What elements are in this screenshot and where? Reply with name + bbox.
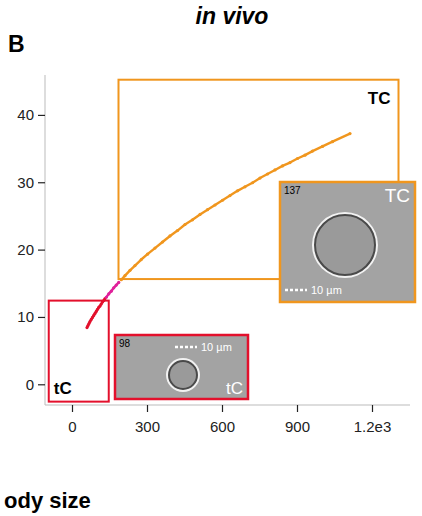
point: [228, 194, 231, 197]
point: [198, 213, 201, 216]
inset-frame: [115, 335, 248, 399]
x-tick-label: 600: [210, 418, 235, 435]
x-tick: [147, 405, 148, 412]
inset: 98 tC 10 µm: [115, 335, 248, 399]
point: [213, 203, 216, 206]
y-tick: [38, 182, 45, 183]
point: [168, 234, 171, 237]
point: [191, 218, 194, 221]
point: [176, 229, 179, 232]
point: [110, 290, 113, 293]
point: [266, 172, 269, 175]
series-line: [87, 299, 105, 328]
cell: [315, 215, 375, 275]
point: [128, 269, 131, 272]
point: [161, 240, 164, 243]
point: [133, 264, 136, 267]
point: [183, 223, 186, 226]
point: [112, 286, 115, 289]
point: [236, 189, 239, 192]
region-label: tC: [54, 379, 72, 398]
inset-label: tC: [226, 379, 243, 398]
y-tick-label: 30: [17, 174, 34, 191]
point: [117, 281, 120, 284]
scale-bar-label: 10 µm: [311, 284, 342, 296]
scale-bar-label: 10 µm: [201, 341, 232, 353]
inset-frame-number: 137: [284, 185, 301, 196]
inset-frame-number: 98: [119, 338, 131, 349]
point: [288, 161, 291, 164]
series-line: [106, 282, 119, 297]
chart: Bin vivo 0 10 20 30 40 0 300 600 900 1.2e3 tC TC 98 tC…: [0, 0, 422, 516]
point: [123, 274, 126, 277]
cell-halo: [312, 212, 378, 278]
x-tick: [297, 405, 298, 412]
region-label: TC: [368, 89, 391, 108]
point: [243, 185, 246, 188]
point: [120, 278, 123, 281]
point: [153, 246, 156, 249]
point: [251, 181, 254, 184]
x-tick-label: 900: [285, 418, 310, 435]
y-tick-label: 20: [17, 241, 34, 258]
y-tick-label: 10: [17, 308, 34, 325]
x-tick: [372, 405, 373, 412]
point: [296, 157, 299, 160]
x-axis: [45, 405, 410, 406]
point: [348, 132, 351, 135]
point: [311, 150, 314, 153]
x-tick: [222, 405, 223, 412]
point: [221, 199, 224, 202]
point: [140, 258, 143, 261]
point: [115, 284, 118, 287]
cell-halo: [166, 358, 200, 392]
x-tick: [72, 405, 73, 412]
scale-bar: [175, 346, 197, 349]
inset-frame: [280, 182, 415, 302]
region-box: [49, 301, 109, 402]
point: [258, 176, 261, 179]
point: [107, 292, 110, 295]
x-tick-label: 300: [135, 418, 160, 435]
point: [281, 164, 284, 167]
x-tick-label: 1.2e3: [354, 418, 392, 435]
point: [105, 296, 108, 299]
y-tick-label: 40: [17, 106, 34, 123]
y-tick: [38, 317, 45, 318]
point: [273, 168, 276, 171]
cell: [169, 361, 197, 389]
region-box: [119, 80, 399, 279]
footer-text: ody size: [4, 488, 91, 513]
y-tick: [38, 115, 45, 116]
inset: 137 TC 10 µm: [280, 182, 415, 302]
point: [206, 208, 209, 211]
y-tick: [38, 250, 45, 251]
inset-label: TC: [385, 185, 410, 206]
scale-bar: [285, 289, 307, 292]
title: in vivo: [196, 3, 269, 29]
point: [303, 154, 306, 157]
x-tick-label: 0: [68, 418, 76, 435]
panel-label: B: [8, 31, 25, 57]
point: [321, 145, 324, 148]
plot-area: [49, 80, 399, 402]
point: [331, 140, 334, 143]
point: [146, 253, 149, 256]
y-tick-label: 0: [26, 376, 34, 393]
y-tick: [38, 384, 45, 385]
y-axis: [45, 75, 46, 405]
